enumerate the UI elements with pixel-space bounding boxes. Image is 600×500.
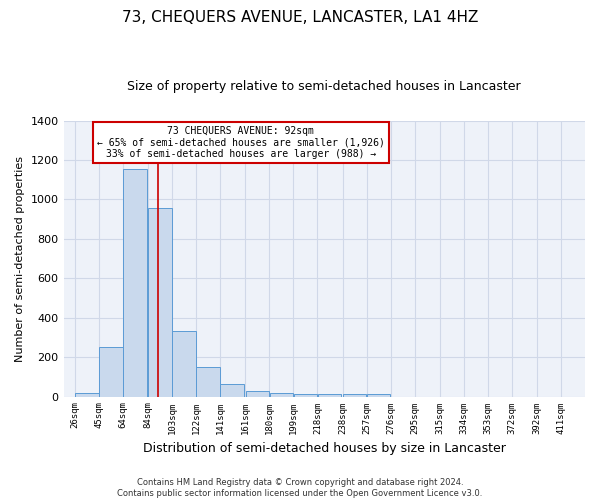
Text: 73 CHEQUERS AVENUE: 92sqm
← 65% of semi-detached houses are smaller (1,926)
33% : 73 CHEQUERS AVENUE: 92sqm ← 65% of semi-… (97, 126, 385, 160)
Bar (245, 390, 269, 396)
Text: Contains HM Land Registry data © Crown copyright and database right 2024.
Contai: Contains HM Land Registry data © Crown c… (118, 478, 482, 498)
Bar (220, 384, 244, 396)
Bar (269, 393, 293, 396)
Bar (293, 394, 317, 396)
Bar (148, 208, 172, 396)
Bar (317, 394, 341, 396)
Y-axis label: Number of semi-detached properties: Number of semi-detached properties (15, 156, 25, 362)
Bar (367, 394, 390, 396)
Title: Size of property relative to semi-detached houses in Lancaster: Size of property relative to semi-detach… (127, 80, 521, 93)
Bar (99, 348, 122, 397)
Text: 73, CHEQUERS AVENUE, LANCASTER, LA1 4HZ: 73, CHEQUERS AVENUE, LANCASTER, LA1 4HZ (122, 10, 478, 25)
Bar (123, 169, 146, 396)
Bar (172, 332, 196, 396)
X-axis label: Distribution of semi-detached houses by size in Lancaster: Distribution of semi-detached houses by … (143, 442, 506, 455)
Bar (343, 394, 366, 396)
Bar (75, 392, 98, 396)
Bar (196, 368, 220, 396)
